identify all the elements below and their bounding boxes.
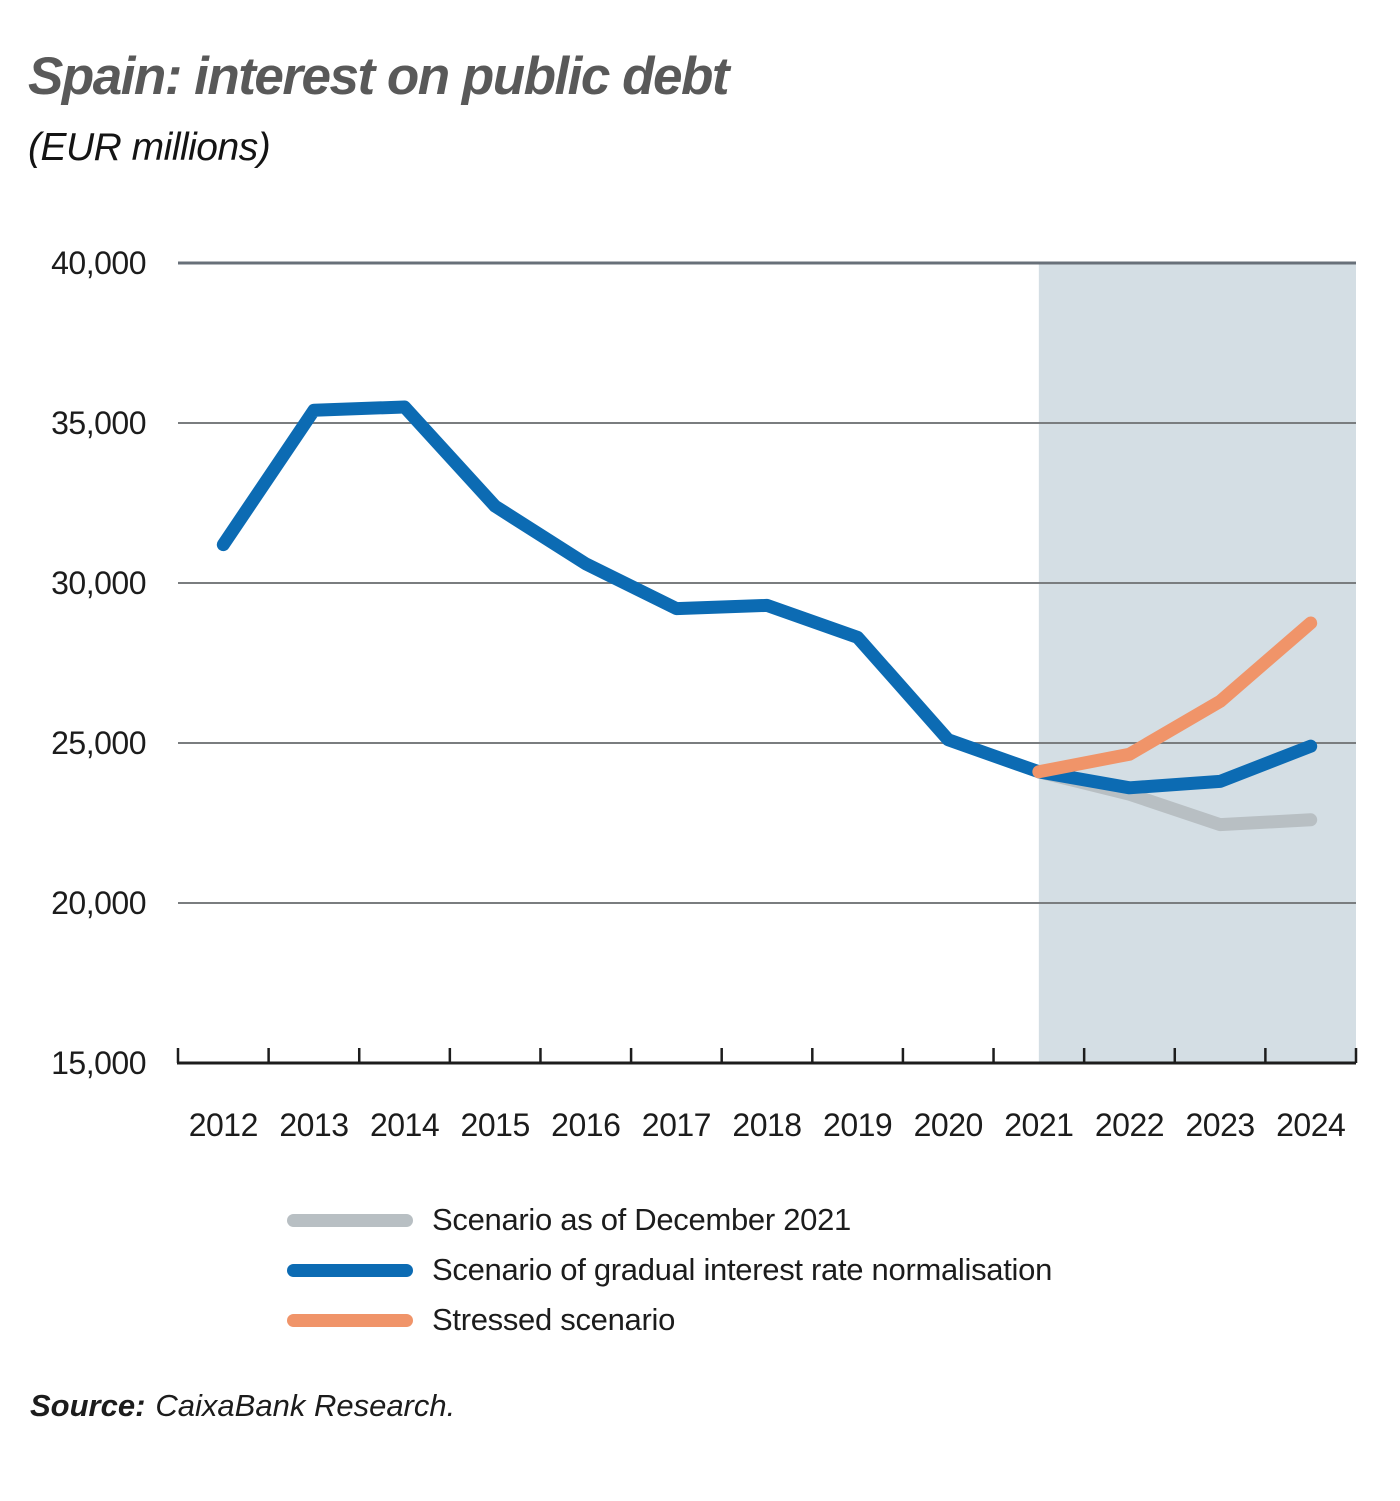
source-prefix: Source: <box>30 1388 146 1423</box>
legend-item-stressed-scenario: Stressed scenario <box>287 1300 675 1340</box>
x-tick-label: 2016 <box>551 1107 621 1143</box>
legend-swatch-blue-line <box>287 1263 413 1277</box>
x-tick-label: 2017 <box>641 1107 712 1143</box>
legend-item-december-2021: Scenario as of December 2021 <box>287 1200 851 1240</box>
legend-label: Scenario as of December 2021 <box>432 1202 851 1237</box>
x-tick-label: 2019 <box>823 1107 893 1143</box>
x-tick-label: 2021 <box>1004 1107 1074 1143</box>
forecast-shading-band <box>1038 263 1356 1063</box>
x-tick-label: 2014 <box>369 1107 440 1143</box>
legend-swatch-orange-line <box>287 1313 413 1327</box>
series-line <box>216 400 1318 795</box>
x-tick-label: 2013 <box>279 1107 349 1143</box>
x-tick-label: 2024 <box>1276 1107 1346 1143</box>
y-tick-label: 30,000 <box>51 565 146 601</box>
source-line: Source: CaixaBank Research. <box>30 1388 455 1424</box>
chart-units-subtitle: (EUR millions) <box>28 126 271 169</box>
x-tick-label: 2020 <box>913 1107 984 1143</box>
x-tick-label: 2015 <box>460 1107 531 1143</box>
legend-label: Scenario of gradual interest rate normal… <box>432 1252 1053 1287</box>
y-tick-label: 15,000 <box>51 1045 146 1081</box>
y-tick-label: 20,000 <box>51 885 146 921</box>
source-text: CaixaBank Research. <box>155 1388 456 1423</box>
series-line <box>1032 616 1318 779</box>
legend-label: Stressed scenario <box>432 1302 676 1337</box>
y-tick-label: 40,000 <box>51 245 146 281</box>
x-tick-label: 2012 <box>188 1107 259 1143</box>
y-tick-label: 25,000 <box>51 725 146 761</box>
x-tick-label: 2023 <box>1185 1107 1255 1143</box>
legend-item-gradual-normalisation: Scenario of gradual interest rate normal… <box>287 1250 1052 1290</box>
page-title: Spain: interest on public debt <box>28 47 729 106</box>
y-tick-label: 35,000 <box>51 405 146 441</box>
x-tick-label: 2018 <box>732 1107 802 1143</box>
legend-swatch-gray-line <box>287 1213 413 1227</box>
x-tick-label: 2022 <box>1094 1107 1165 1143</box>
